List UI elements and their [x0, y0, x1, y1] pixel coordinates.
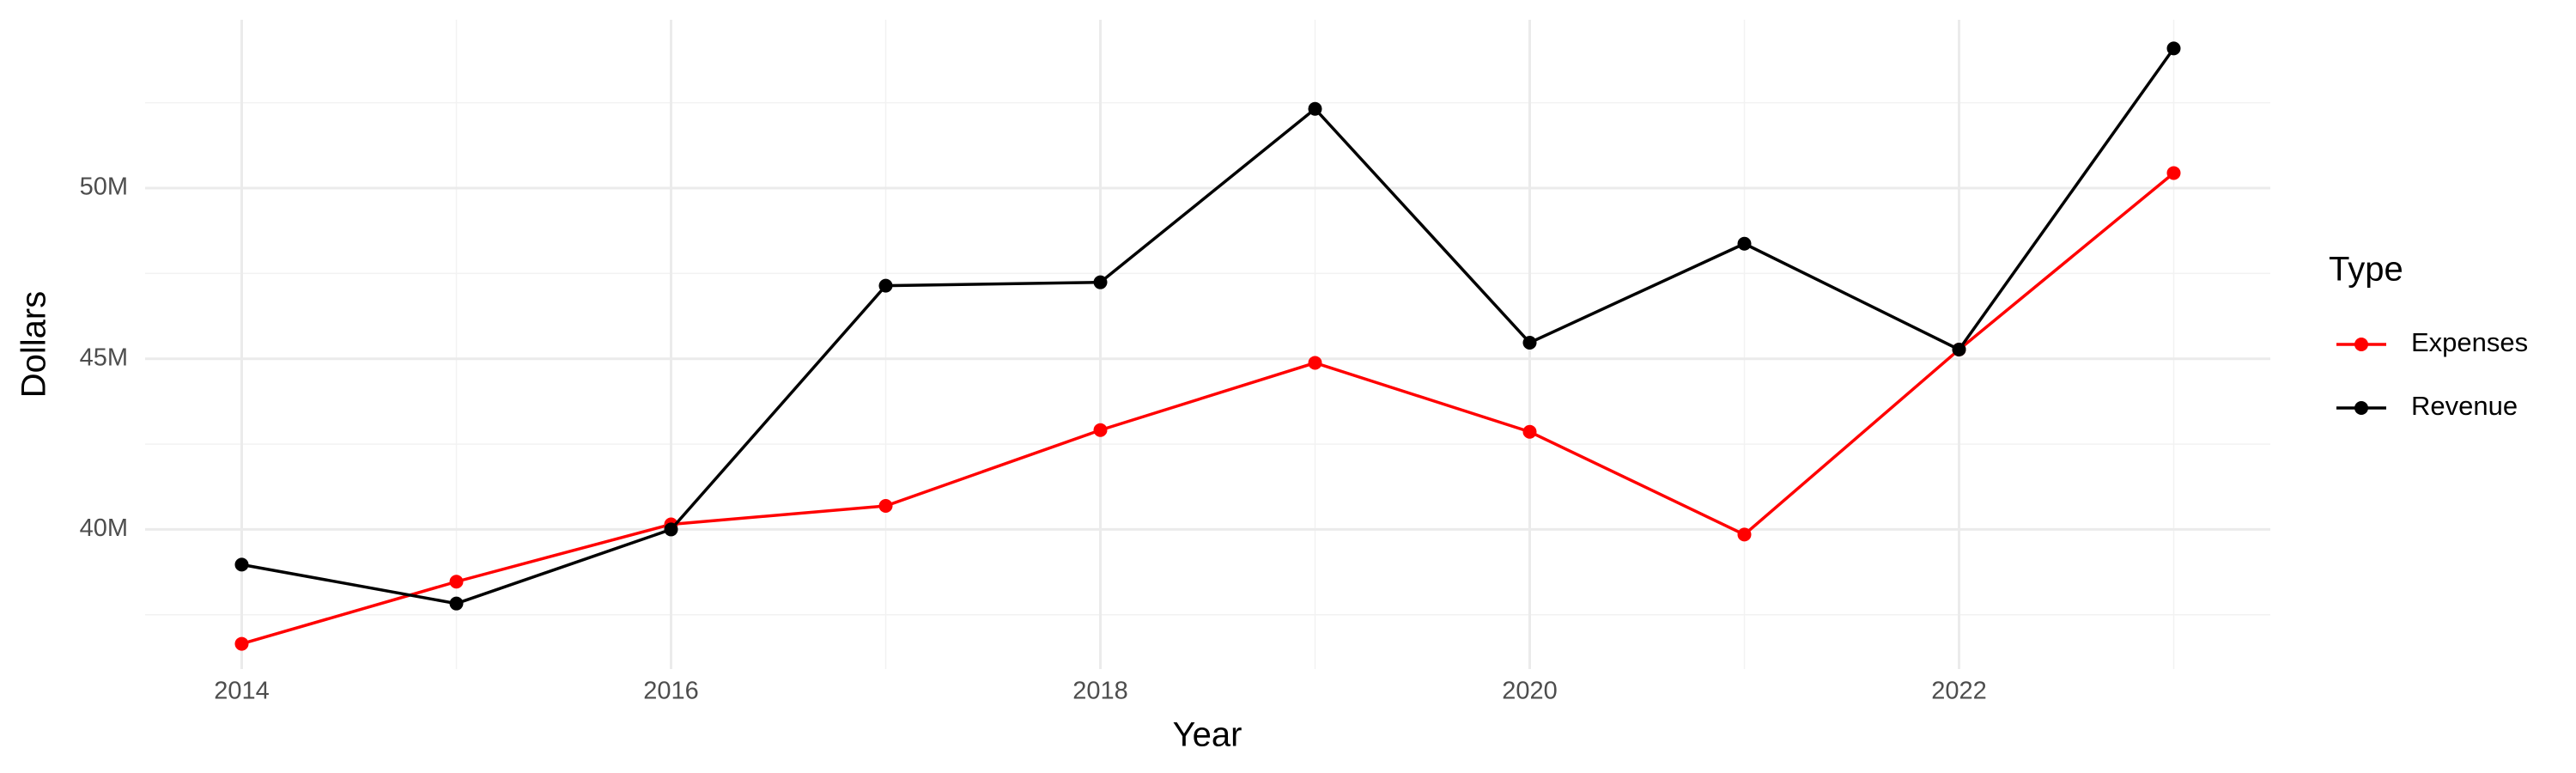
point	[449, 575, 464, 589]
point	[1737, 527, 1752, 542]
y-tick-label: 40M	[80, 514, 128, 542]
point	[2166, 166, 2181, 180]
point	[1308, 101, 1322, 116]
x-axis-title: Year	[1173, 716, 1242, 754]
legend-title: Type	[2329, 251, 2403, 289]
point	[1308, 356, 1322, 370]
legend-key-point	[2354, 338, 2368, 351]
x-tick-label: 2020	[1502, 678, 1558, 705]
point	[2166, 41, 2181, 56]
y-tick-label: 45M	[80, 344, 128, 371]
point	[449, 596, 464, 611]
x-tick-label: 2016	[643, 678, 699, 705]
point	[664, 522, 678, 537]
point	[234, 557, 249, 572]
line	[241, 172, 2175, 646]
point	[234, 636, 249, 651]
point	[1952, 342, 1966, 356]
point	[1737, 236, 1752, 251]
legend-label: Revenue	[2411, 391, 2518, 421]
legend-label: Expenses	[2411, 327, 2528, 357]
y-axis-title: Dollars	[15, 291, 53, 398]
point	[1093, 423, 1108, 437]
point	[1093, 275, 1108, 289]
y-tick-label: 50M	[80, 173, 128, 201]
point	[1522, 336, 1537, 350]
point	[878, 278, 893, 293]
line	[241, 47, 2175, 606]
x-tick-label: 2022	[1931, 678, 1987, 705]
point	[1522, 424, 1537, 439]
legend-key-point	[2354, 401, 2368, 415]
point	[878, 499, 893, 514]
x-tick-label: 2014	[214, 678, 270, 705]
x-tick-label: 2018	[1072, 678, 1128, 705]
